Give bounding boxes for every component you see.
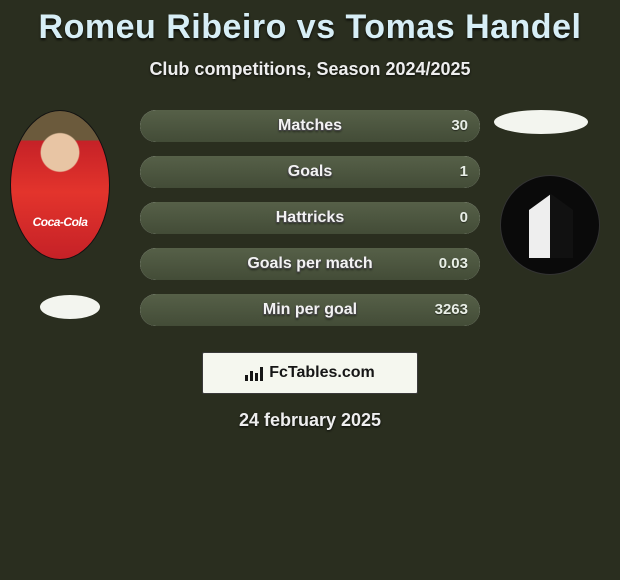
stat-row: Goals per match0.03 [140, 248, 480, 280]
chart-icon [245, 365, 263, 381]
stat-row: Goals1 [140, 156, 480, 188]
stat-value-right: 30 [451, 110, 468, 142]
stats-table: Matches30 Goals1 Hattricks0 Goals per match… [140, 110, 480, 340]
branding-text: FcTables.com [269, 364, 375, 382]
player-left-avatar: Coca-Cola [10, 110, 110, 260]
stat-label: Goals [140, 156, 480, 188]
stat-row: Matches30 [140, 110, 480, 142]
page-title: Romeu Ribeiro vs Tomas Handel [0, 0, 620, 47]
stat-label: Matches [140, 110, 480, 142]
stat-value-right: 3263 [435, 294, 468, 326]
stat-row: Min per goal3263 [140, 294, 480, 326]
player-right-badge [494, 110, 588, 134]
stat-label: Min per goal [140, 294, 480, 326]
stat-value-right: 1 [460, 156, 468, 188]
branding-box[interactable]: FcTables.com [202, 352, 418, 394]
comparison-area: Coca-Cola Matches30 Goals1 Hattricks0 Goals… [0, 110, 620, 340]
stat-value-right: 0 [460, 202, 468, 234]
player-right-club-crest [500, 175, 600, 275]
jersey-sponsor: Coca-Cola [11, 215, 109, 229]
footer-date: 24 february 2025 [0, 410, 620, 431]
stat-value-right: 0.03 [439, 248, 468, 280]
stat-row: Hattricks0 [140, 202, 480, 234]
player-left-badge [40, 295, 100, 319]
stat-label: Hattricks [140, 202, 480, 234]
stat-label: Goals per match [140, 248, 480, 280]
subtitle: Club competitions, Season 2024/2025 [0, 59, 620, 80]
